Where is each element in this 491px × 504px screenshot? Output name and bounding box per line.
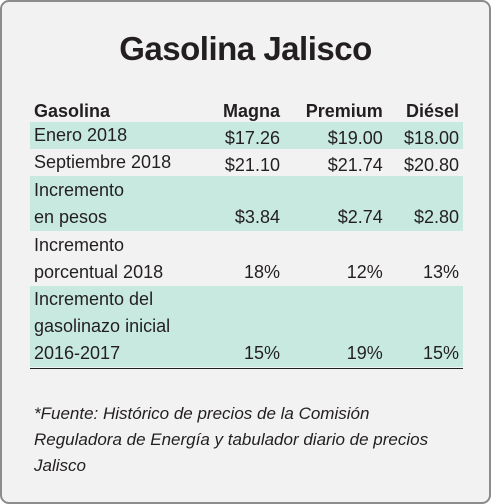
table-row-enero-2018: Enero 2018 $17.26 $19.00 $18.00 (30, 122, 463, 149)
row-label-line: Incremento del (34, 289, 154, 309)
row-label-line: Septiembre 2018 (34, 152, 172, 172)
table-row-incremento-pesos: Incremento en pesos $3.84 $2.74 $2.80 (30, 176, 463, 231)
premium-value: 19% (283, 286, 387, 367)
table-row-gasolinazo: Incremento del gasolinazo inicial 2016-2… (30, 286, 463, 367)
magna-value: 18% (243, 262, 280, 282)
row-label-line: porcentual 2018 (34, 262, 164, 282)
magna-value: 15% (205, 286, 284, 367)
header-premium: Premium (305, 101, 383, 121)
header-magna: Magna (222, 101, 280, 121)
diesel-value: 15% (386, 286, 463, 367)
magna-value: $3.84 (205, 176, 284, 231)
magna-value: $17.26 (205, 122, 284, 149)
header-diesel: Diésel (405, 101, 459, 121)
premium-value: $21.74 (327, 155, 383, 175)
table-header-row: Gasolina Magna Premium Diésel (30, 95, 463, 122)
infographic-title: Gasolina Jalisco (119, 30, 372, 67)
source-note: *Fuente: Histórico de precios de la Comi… (34, 404, 429, 475)
premium-value: 12% (346, 262, 383, 282)
premium-value: $19.00 (283, 122, 387, 149)
header-gasolina: Gasolina (34, 101, 111, 121)
diesel-value: 13% (422, 262, 459, 282)
row-label-line: Enero 2018 (34, 125, 128, 145)
row-label: Incremento en pesos (30, 176, 206, 231)
magna-value: $21.10 (224, 155, 280, 175)
gas-price-table: Gasolina Magna Premium Diésel Enero 2018… (30, 95, 463, 367)
premium-value: $2.74 (283, 176, 387, 231)
row-label-line: gasolinazo inicial (34, 316, 171, 336)
row-label: Septiembre 2018 (30, 149, 205, 176)
table-bottom-divider (30, 368, 463, 369)
row-label: Enero 2018 (30, 122, 206, 149)
row-label-line: 2016-2017 (34, 343, 121, 363)
table-row-incremento-porcentual: Incremento porcentual 2018 18% 12% 13% (30, 231, 463, 286)
row-label-line: Incremento (34, 180, 125, 200)
diesel-value: $20.80 (403, 155, 459, 175)
diesel-value: $18.00 (386, 122, 463, 149)
row-label: Incremento porcentual 2018 (30, 231, 205, 286)
table-row-septiembre-2018: Septiembre 2018 $21.10 $21.74 $20.80 (30, 149, 463, 176)
row-label-line: Incremento (34, 235, 125, 255)
row-label: Incremento del gasolinazo inicial 2016-2… (30, 286, 206, 367)
row-label-line: en pesos (34, 207, 108, 227)
diesel-value: $2.80 (386, 176, 463, 231)
